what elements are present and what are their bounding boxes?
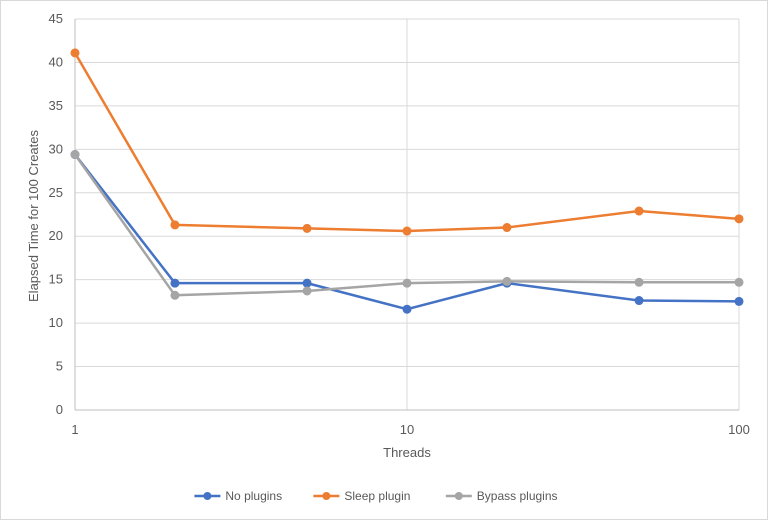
- data-point-sleep-plugin: [70, 48, 80, 58]
- legend-swatch-marker: [454, 492, 463, 500]
- legend-item-sleep-plugin: Sleep plugin: [313, 489, 410, 503]
- y-tick-label: 35: [49, 98, 63, 113]
- data-point-sleep-plugin: [402, 226, 412, 236]
- y-axis-title: Elapsed Time for 100 Creates: [26, 130, 41, 302]
- data-point-no-plugins: [634, 296, 644, 306]
- data-point-no-plugins: [170, 278, 180, 288]
- data-point-sleep-plugin: [734, 214, 744, 224]
- y-tick-label: 30: [49, 141, 63, 156]
- y-tick-label: 0: [56, 402, 63, 417]
- axes: [74, 19, 739, 411]
- data-point-no-plugins: [734, 296, 744, 306]
- tick-labels: 0 5 10 15 20 25 30 35 40 45 1 10 100: [49, 11, 750, 437]
- legend: No plugins Sleep plugin Bypass plugins: [194, 489, 558, 503]
- data-point-sleep-plugin: [302, 223, 312, 233]
- series-lines: [70, 48, 744, 314]
- legend-swatch-marker: [203, 492, 212, 500]
- legend-label: No plugins: [225, 489, 282, 503]
- y-tick-label: 45: [49, 11, 63, 26]
- series-sleep-plugin: [70, 48, 744, 236]
- data-point-sleep-plugin: [634, 206, 644, 216]
- legend-label: Sleep plugin: [344, 489, 410, 503]
- x-tick-label: 1: [71, 422, 78, 437]
- data-point-bypass-plugins: [634, 277, 644, 287]
- data-point-no-plugins: [302, 278, 312, 288]
- series-bypass-plugins: [70, 150, 744, 300]
- y-tick-label: 15: [49, 272, 63, 287]
- data-point-bypass-plugins: [502, 276, 512, 286]
- gridlines: [75, 18, 740, 410]
- legend-label: Bypass plugins: [477, 489, 558, 503]
- legend-swatch-marker: [322, 492, 331, 500]
- legend-item-no-plugins: No plugins: [194, 489, 282, 503]
- data-point-bypass-plugins: [402, 278, 412, 288]
- y-tick-label: 20: [49, 228, 63, 243]
- y-tick-label: 5: [56, 359, 63, 374]
- data-point-bypass-plugins: [302, 286, 312, 296]
- legend-item-bypass-plugins: Bypass plugins: [445, 489, 558, 503]
- x-tick-label: 100: [728, 422, 750, 437]
- y-tick-label: 25: [49, 185, 63, 200]
- data-point-bypass-plugins: [734, 277, 744, 287]
- data-point-no-plugins: [402, 304, 412, 314]
- data-point-sleep-plugin: [170, 220, 180, 230]
- x-tick-label: 10: [400, 422, 414, 437]
- data-point-bypass-plugins: [170, 290, 180, 300]
- data-point-sleep-plugin: [502, 223, 512, 233]
- y-tick-label: 40: [49, 54, 63, 69]
- data-point-bypass-plugins: [70, 150, 80, 160]
- y-tick-label: 10: [49, 315, 63, 330]
- x-axis-title: Threads: [383, 445, 431, 460]
